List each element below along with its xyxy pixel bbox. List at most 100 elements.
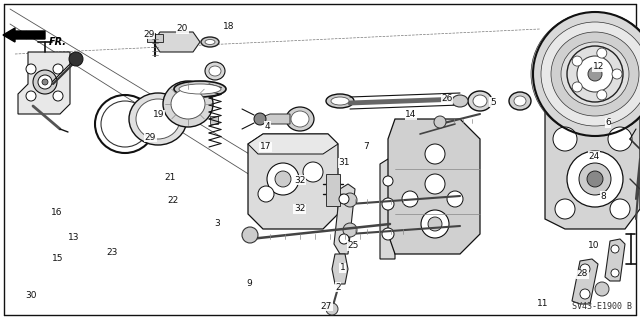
Polygon shape	[334, 184, 355, 254]
Text: 31: 31	[339, 158, 350, 167]
Polygon shape	[605, 239, 625, 281]
Circle shape	[595, 282, 609, 296]
Text: 2: 2	[335, 283, 340, 292]
Text: 24: 24	[588, 152, 600, 161]
Text: 23: 23	[106, 248, 118, 256]
Ellipse shape	[331, 97, 349, 105]
Ellipse shape	[452, 95, 468, 107]
Circle shape	[53, 91, 63, 101]
Circle shape	[587, 171, 603, 187]
Circle shape	[434, 116, 446, 128]
Ellipse shape	[201, 37, 219, 47]
Polygon shape	[572, 259, 598, 304]
Circle shape	[447, 191, 463, 207]
Polygon shape	[326, 174, 340, 206]
Circle shape	[267, 163, 299, 195]
Circle shape	[579, 163, 611, 195]
Text: 11: 11	[537, 299, 548, 308]
Circle shape	[580, 264, 590, 274]
Circle shape	[596, 48, 607, 58]
Circle shape	[553, 127, 577, 151]
Ellipse shape	[509, 92, 531, 110]
Circle shape	[572, 82, 582, 92]
Polygon shape	[18, 52, 70, 114]
Text: 1: 1	[340, 263, 345, 272]
Circle shape	[33, 70, 57, 94]
Circle shape	[611, 245, 619, 253]
Ellipse shape	[468, 91, 492, 111]
Circle shape	[425, 174, 445, 194]
Circle shape	[421, 210, 449, 238]
Ellipse shape	[205, 62, 225, 80]
Text: 15: 15	[52, 254, 63, 263]
Text: 21: 21	[164, 173, 175, 182]
Circle shape	[26, 64, 36, 74]
Circle shape	[254, 113, 266, 125]
Text: 3: 3	[215, 219, 220, 228]
Ellipse shape	[136, 99, 180, 139]
Text: 8: 8	[600, 192, 605, 201]
Polygon shape	[210, 116, 218, 124]
Polygon shape	[248, 134, 338, 229]
Ellipse shape	[205, 40, 215, 44]
Circle shape	[596, 90, 607, 100]
Text: 7: 7	[364, 142, 369, 151]
Circle shape	[572, 56, 582, 66]
Ellipse shape	[129, 93, 187, 145]
Polygon shape	[153, 32, 200, 52]
Circle shape	[382, 228, 394, 240]
Circle shape	[611, 269, 619, 277]
Text: 25: 25	[348, 241, 359, 250]
Circle shape	[53, 64, 63, 74]
Ellipse shape	[286, 107, 314, 131]
Polygon shape	[545, 91, 640, 229]
Circle shape	[343, 223, 357, 237]
Circle shape	[42, 79, 48, 85]
Text: SV43-E1900 B: SV43-E1900 B	[572, 302, 632, 311]
Ellipse shape	[174, 81, 226, 97]
Circle shape	[567, 46, 623, 102]
Circle shape	[339, 234, 349, 244]
Circle shape	[428, 217, 442, 231]
Circle shape	[326, 303, 338, 315]
Text: 16: 16	[51, 208, 62, 217]
Circle shape	[38, 75, 52, 89]
Circle shape	[577, 56, 613, 92]
Circle shape	[425, 144, 445, 164]
Ellipse shape	[551, 32, 639, 116]
Ellipse shape	[561, 42, 629, 106]
Text: 18: 18	[223, 22, 235, 31]
Polygon shape	[262, 114, 290, 124]
Text: 13: 13	[68, 233, 79, 242]
Circle shape	[303, 162, 323, 182]
Ellipse shape	[171, 89, 205, 119]
Text: 19: 19	[153, 110, 164, 119]
Text: 32: 32	[294, 204, 305, 213]
Ellipse shape	[209, 66, 221, 76]
Text: 30: 30	[25, 291, 36, 300]
Text: 20: 20	[177, 24, 188, 33]
Ellipse shape	[514, 96, 526, 106]
Ellipse shape	[179, 84, 221, 94]
Circle shape	[343, 193, 357, 207]
Circle shape	[69, 52, 83, 66]
Text: 29: 29	[145, 133, 156, 142]
Ellipse shape	[291, 111, 309, 127]
Text: 9: 9	[247, 279, 252, 288]
Text: 6: 6	[605, 118, 611, 127]
Text: 28: 28	[577, 269, 588, 278]
Circle shape	[258, 186, 274, 202]
Polygon shape	[332, 254, 348, 284]
Ellipse shape	[163, 81, 213, 127]
Text: 4: 4	[265, 122, 270, 130]
Text: 22: 22	[167, 197, 179, 205]
Text: 14: 14	[405, 110, 417, 119]
Circle shape	[567, 151, 623, 207]
Circle shape	[242, 227, 258, 243]
Text: 10: 10	[588, 241, 600, 250]
Text: 17: 17	[260, 142, 271, 151]
Polygon shape	[147, 34, 163, 42]
Circle shape	[26, 91, 36, 101]
Ellipse shape	[326, 94, 354, 108]
Circle shape	[383, 176, 393, 186]
